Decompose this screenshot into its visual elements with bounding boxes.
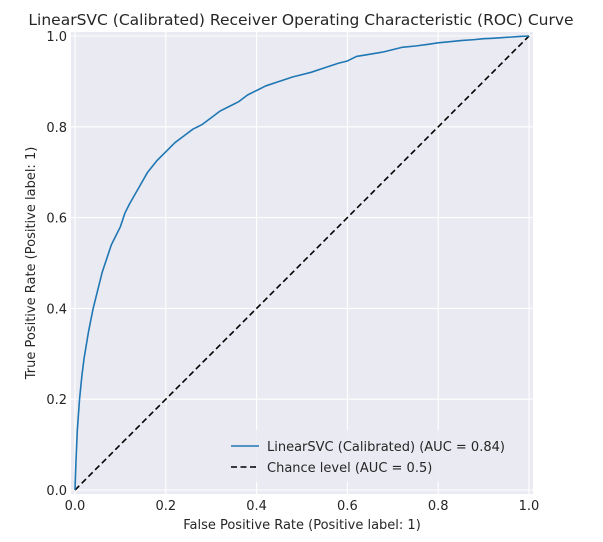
legend: LinearSVC (Calibrated) (AUC = 0.84) Chanc… xyxy=(223,430,525,482)
y-axis-label: True Positive Rate (Positive label: 1) xyxy=(24,147,39,381)
chart-title: LinearSVC (Calibrated) Receiver Operatin… xyxy=(28,11,573,29)
x-tick-label: 0.0 xyxy=(65,499,86,514)
legend-box xyxy=(223,430,525,482)
plot-area xyxy=(71,32,533,494)
y-tick-label: 0.8 xyxy=(46,121,67,136)
series-layer xyxy=(74,35,530,491)
grid-lines xyxy=(71,32,533,494)
x-tick-label: 0.2 xyxy=(155,499,176,514)
y-tick-label: 1.0 xyxy=(46,30,67,45)
y-tick-labels: 0.0 0.2 0.4 0.6 0.8 1.0 xyxy=(46,30,67,499)
y-tick-label: 0.6 xyxy=(46,212,67,227)
x-tick-label: 0.4 xyxy=(246,499,267,514)
y-tick-label: 0.2 xyxy=(46,393,67,408)
x-tick-label: 0.8 xyxy=(428,499,449,514)
y-tick-label: 0.0 xyxy=(46,484,67,499)
x-axis-label: False Positive Rate (Positive label: 1) xyxy=(183,518,421,533)
x-tick-labels: 0.0 0.2 0.4 0.6 0.8 1.0 xyxy=(65,499,540,514)
x-tick-label: 1.0 xyxy=(519,499,540,514)
chance-level-line xyxy=(74,35,530,491)
y-tick-label: 0.4 xyxy=(46,302,67,317)
x-tick-label: 0.6 xyxy=(337,499,358,514)
legend-label: LinearSVC (Calibrated) (AUC = 0.84) xyxy=(267,440,505,455)
legend-label: Chance level (AUC = 0.5) xyxy=(267,461,432,476)
roc-curve-line xyxy=(74,35,530,491)
